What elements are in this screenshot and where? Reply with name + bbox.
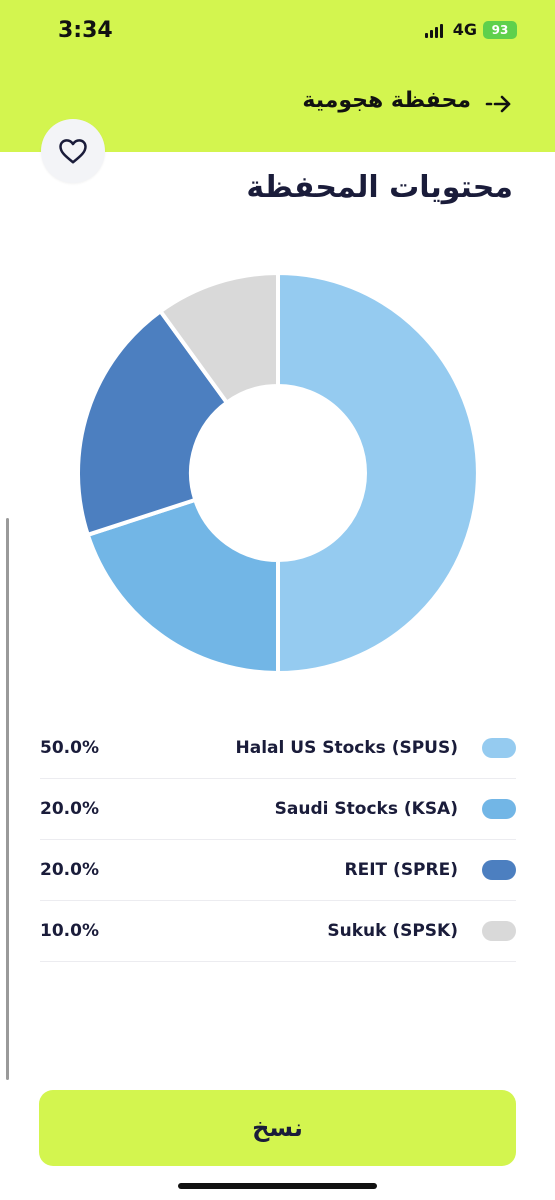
legend-swatch [482,860,516,880]
status-icons: 4G 93 [424,20,517,39]
legend-percent: 10.0% [40,921,99,941]
legend-swatch [482,738,516,758]
legend-label: Saudi Stocks (KSA) [274,799,458,819]
scrollbar[interactable] [6,518,9,1080]
donut-slice [157,270,280,406]
legend-label: Sukuk (SPSK) [327,921,458,941]
signal-icon [424,22,443,38]
legend-row: 20.0% Saudi Stocks (KSA) [40,779,516,840]
legend-row: 50.0% Halal US Stocks (SPUS) [40,718,516,779]
holdings-legend: 50.0% Halal US Stocks (SPUS) 20.0% Saudi… [40,718,516,962]
home-indicator [178,1183,377,1189]
legend-swatch [482,921,516,941]
copy-button[interactable]: نسخ [39,1090,516,1166]
network-type: 4G [452,20,477,39]
portfolio-name: محفظة هجومية [302,88,471,113]
arrow-right-icon[interactable] [485,92,513,116]
heart-icon [59,139,87,164]
legend-swatch [482,799,516,819]
page-title: محتويات المحفظة [246,170,513,205]
donut-slice [85,497,280,676]
battery-icon: 93 [483,20,517,39]
copy-button-label: نسخ [252,1114,303,1142]
legend-percent: 20.0% [40,860,99,880]
status-time: 3:34 [58,18,113,43]
legend-row: 20.0% REIT (SPRE) [40,840,516,901]
legend-row: 10.0% Sukuk (SPSK) [40,901,516,962]
legend-percent: 20.0% [40,799,99,819]
donut-slice [76,308,230,538]
legend-label: REIT (SPRE) [344,860,459,880]
favorite-button[interactable] [41,119,105,183]
donut-slice [276,270,480,676]
legend-percent: 50.0% [40,738,99,758]
battery-level: 93 [491,22,509,37]
legend-label: Halal US Stocks (SPUS) [235,738,458,758]
portfolio-donut-chart [76,270,480,676]
